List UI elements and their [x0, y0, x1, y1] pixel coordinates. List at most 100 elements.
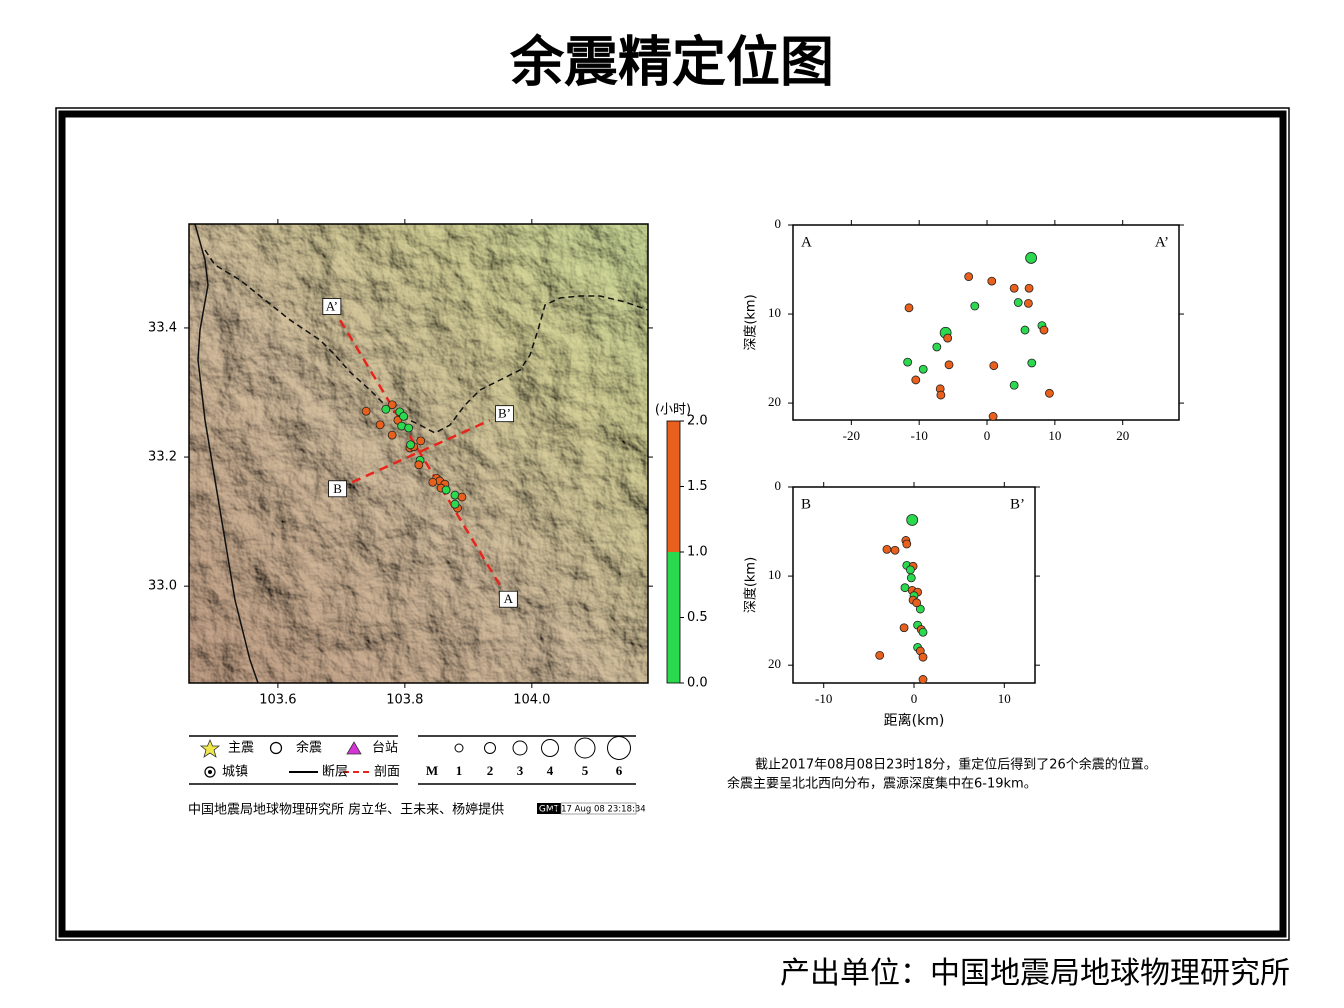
software-name: GMT	[539, 805, 560, 815]
aftershock	[441, 485, 451, 495]
magnitude-symbol	[541, 739, 559, 757]
y-tick-label: 33.2	[148, 450, 177, 465]
colorbar-tick-label: 0.5	[687, 610, 708, 625]
outer-frame	[55, 107, 1290, 941]
profile-end-label: A’	[1155, 234, 1169, 250]
x-tick-label: 0	[911, 691, 918, 706]
relief	[189, 224, 648, 683]
aftershock	[944, 360, 954, 370]
map-background	[189, 224, 648, 683]
caption-line: 余震主要呈北北西向分布，震源深度集中在6-19km。	[727, 776, 1037, 792]
magnitude-label: M	[426, 763, 438, 778]
aftershock	[457, 492, 467, 502]
aftershock	[900, 583, 910, 593]
y-axis-label: 深度(km)	[743, 294, 759, 350]
aftershock	[414, 460, 424, 470]
profile-label: A’	[322, 298, 342, 315]
y-tick-label: 0	[775, 478, 782, 493]
x-tick-label: 20	[1116, 428, 1129, 443]
aftershock	[906, 573, 916, 583]
legend-label: 剖面	[374, 765, 400, 780]
aftershock	[406, 440, 415, 450]
x-axis-label: 距离(km)	[884, 712, 945, 729]
aftershock	[1020, 325, 1030, 335]
aftershock	[387, 400, 397, 410]
plot-frame	[188, 223, 649, 684]
aftershock	[1023, 298, 1033, 308]
credit: 中国地震局地球物理研究所 房立华、王未来、杨婷提供	[188, 802, 504, 818]
y-tick-label: 20	[768, 656, 781, 671]
aftershock	[902, 539, 912, 549]
y-tick-label: 33.0	[148, 579, 177, 594]
x-tick-label: 103.8	[386, 693, 423, 708]
aftershock	[905, 565, 915, 575]
fault-line	[194, 224, 259, 683]
magnitude-value: 2	[487, 763, 494, 778]
profile-label-text: A	[504, 591, 514, 606]
colorbar-tick-label: 1.0	[687, 545, 708, 560]
x-tick-label: -10	[815, 691, 832, 706]
plot-frame	[792, 224, 1180, 421]
aftershock	[399, 411, 408, 421]
aftershock	[1039, 325, 1049, 335]
profile-label-text: A’	[326, 298, 338, 313]
legend	[189, 735, 636, 785]
colorbar-label: (小时)	[655, 403, 691, 418]
magnitude-symbol	[574, 737, 596, 759]
y-tick-label: 0	[775, 216, 782, 231]
magnitude-symbol	[512, 740, 528, 756]
y-tick-label: 20	[768, 394, 781, 409]
aftershock	[911, 375, 921, 385]
footer: 产出单位：中国地震局地球物理研究所	[780, 957, 1290, 990]
aftershock	[918, 652, 928, 662]
aftershock	[904, 303, 914, 313]
aftershock	[912, 598, 922, 608]
magnitude-value: 6	[616, 763, 623, 778]
aftershock	[361, 406, 371, 416]
profile-start-label: A	[801, 234, 812, 250]
profile-line	[351, 419, 491, 484]
label-box	[495, 405, 514, 423]
x-tick-label: 104.0	[513, 693, 550, 708]
magnitude-value: 5	[582, 763, 589, 778]
profile-label-text: B	[333, 481, 342, 496]
x-tick-label: -10	[911, 428, 928, 443]
boundary-line	[204, 249, 648, 434]
timestamp-box	[560, 802, 637, 815]
aftershock	[899, 623, 909, 633]
magnitude-symbol	[607, 736, 631, 760]
magnitude-value: 1	[456, 763, 463, 778]
legend-label: 断层	[322, 765, 348, 780]
x-tick-label: 10	[1048, 428, 1061, 443]
profile-start-label: B	[801, 496, 811, 512]
aftershock	[387, 430, 397, 440]
aftershock	[1009, 380, 1019, 390]
aftershock	[970, 301, 980, 311]
profile-line	[339, 319, 502, 587]
aftershock	[1027, 358, 1037, 368]
label-box	[322, 298, 342, 315]
aftershock	[989, 361, 999, 371]
aftershock	[964, 272, 974, 282]
software-badge	[537, 803, 561, 814]
timestamp: 2017 Aug 08 23:18:34	[550, 805, 645, 815]
magnitude-symbol	[454, 743, 464, 753]
colorbar-segment	[667, 421, 680, 552]
aftershock	[918, 364, 928, 374]
legend-label: 主震	[228, 741, 254, 756]
x-tick-label: 10	[998, 691, 1011, 706]
colorbar-tick-label: 1.5	[687, 479, 708, 494]
legend-label: 城镇	[222, 765, 248, 780]
aftershock	[428, 477, 438, 487]
colorbar-tick-label: 2.0	[687, 414, 708, 429]
magnitude-value: 4	[547, 763, 554, 778]
magnitude-symbol	[484, 742, 496, 754]
caption-line: 截止2017年08月08日23时18分，重定位后得到了26个余震的位置。	[755, 757, 1157, 773]
aftershock	[943, 333, 953, 343]
aftershock	[375, 420, 385, 430]
aftershock	[381, 404, 391, 414]
aftershock	[906, 514, 919, 526]
aftershock	[416, 436, 426, 446]
aftershock	[1025, 252, 1038, 264]
